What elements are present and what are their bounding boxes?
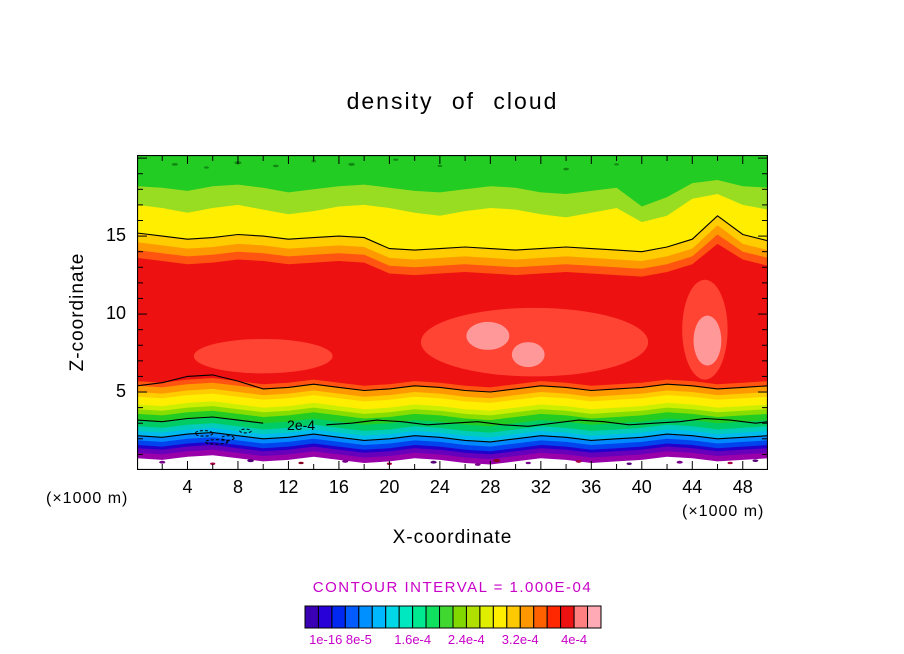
- colorbar-cell: [358, 605, 373, 629]
- x-axis-unit: (×1000 m): [682, 503, 765, 520]
- colorbar-cell: [533, 605, 548, 629]
- colorbar-cell: [439, 605, 454, 629]
- x-tick-label: 40: [631, 477, 652, 497]
- colorbar-cell: [398, 605, 414, 629]
- colorbar-cell: [492, 605, 508, 629]
- speckle: [298, 461, 304, 465]
- contour-line: [137, 215, 768, 253]
- speckle: [171, 162, 178, 166]
- colorbar-tick-label: 1.6e-4: [394, 632, 431, 647]
- speckle: [626, 462, 632, 465]
- x-tick-label: 32: [530, 477, 551, 497]
- speckle: [348, 162, 355, 166]
- y-tick-label: 10: [105, 303, 126, 324]
- colorbar-cell: [506, 605, 521, 629]
- speckle: [393, 158, 399, 161]
- contour-patch: [511, 342, 545, 368]
- x-tick-label: 8: [232, 477, 243, 497]
- colorbar: 1e-16 8e-5 1.6e-4 2.4e-4 3.2e-4 4e-4: [304, 605, 602, 647]
- plot-frame: [137, 155, 768, 470]
- contour-band: [137, 455, 768, 470]
- speckle: [437, 164, 443, 168]
- colorbar-cell: [452, 605, 467, 629]
- x-tick-label: 28: [480, 477, 501, 497]
- x-tick-label: 4: [182, 477, 193, 497]
- x-tick-label: 48: [732, 477, 753, 497]
- colorbar-cell: [479, 605, 494, 629]
- contour-interval-text: CONTOUR INTERVAL = 1.000E-04: [312, 579, 593, 596]
- contour-line-label: 2e-4: [287, 417, 315, 433]
- contour-line: [326, 417, 768, 427]
- x-tick-label: 16: [328, 477, 349, 497]
- colorbar-tick-label: 1e-16: [309, 632, 342, 647]
- colorbar-cell: [587, 605, 602, 629]
- colorbar-cell: [560, 605, 575, 629]
- colorbar-tick-label: 2.4e-4: [448, 632, 485, 647]
- contour-line: [137, 416, 264, 424]
- speckle: [430, 460, 437, 464]
- speckle: [614, 163, 619, 166]
- colorbar-cell: [519, 605, 535, 629]
- colorbar-cell: [465, 605, 481, 629]
- x-tick-label: 44: [682, 477, 703, 497]
- x-tick-label: 24: [429, 477, 450, 497]
- contour-squiggle: [221, 435, 235, 441]
- speckle: [247, 459, 254, 463]
- x-tick-label: 20: [379, 477, 400, 497]
- chart-title: density of cloud: [346, 88, 559, 114]
- contour-squiggle: [204, 439, 229, 445]
- colorbar-cell: [331, 605, 346, 629]
- x-tick-label: 36: [581, 477, 602, 497]
- speckle: [210, 462, 216, 465]
- contour-patch: [693, 315, 722, 366]
- colorbar-cell: [371, 605, 387, 629]
- contour-patch: [466, 321, 510, 350]
- speckle: [676, 460, 683, 464]
- speckle: [752, 459, 759, 462]
- z-axis-unit: (×1000 m): [46, 490, 129, 507]
- colorbar-cell: [573, 605, 589, 629]
- colorbar-cell: [412, 605, 427, 629]
- contour-squiggle: [194, 430, 214, 437]
- contour-line: [137, 374, 768, 393]
- y-tick-label: 15: [105, 225, 126, 246]
- colorbar-cell: [385, 605, 400, 629]
- speckle: [342, 460, 349, 463]
- speckle: [311, 160, 317, 163]
- contour-plot: 2e-4: [137, 155, 768, 470]
- colorbar-tick-label: 3.2e-4: [502, 632, 539, 647]
- contour-squiggle: [239, 428, 252, 434]
- colorbar-tick-label: 4e-4: [561, 632, 587, 647]
- contour-patch: [193, 338, 333, 374]
- colorbar-cell: [546, 605, 562, 629]
- y-tick-label: 5: [115, 381, 126, 402]
- colorbar-cell: [304, 605, 319, 629]
- colorbar-cell: [344, 605, 360, 629]
- colorbar-cell: [317, 605, 333, 629]
- speckle: [159, 460, 166, 464]
- speckle: [493, 459, 501, 463]
- x-tick-label: 12: [278, 477, 299, 497]
- speckle: [575, 460, 582, 463]
- speckle: [727, 461, 733, 465]
- speckle: [563, 167, 569, 171]
- x-axis-label: X-coordinate: [392, 527, 513, 548]
- speckle: [525, 461, 531, 465]
- colorbar-cell: [425, 605, 441, 629]
- colorbar-tick-label: 8e-5: [346, 632, 372, 647]
- speckle: [272, 164, 279, 168]
- speckle: [474, 463, 481, 466]
- contour-line: [137, 432, 768, 443]
- speckle: [204, 166, 209, 169]
